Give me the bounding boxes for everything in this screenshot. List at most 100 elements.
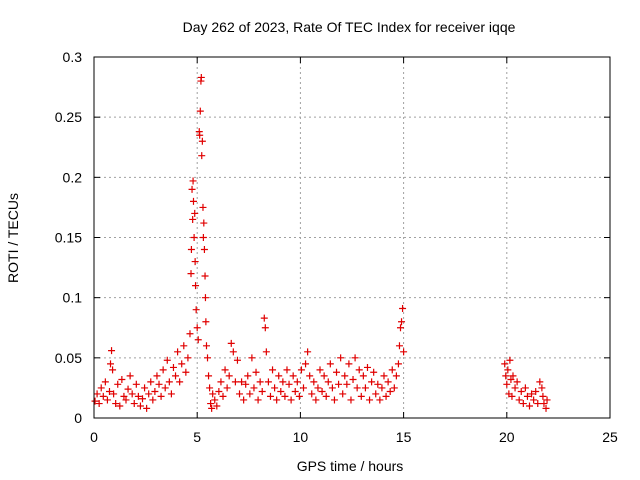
- data-point: [328, 384, 336, 392]
- data-point: [204, 354, 212, 362]
- data-point: [252, 368, 260, 376]
- data-point: [539, 392, 547, 400]
- x-axis: 0 5 10 15 20 25: [90, 57, 618, 445]
- data-point: [151, 388, 159, 396]
- data-point: [169, 363, 177, 371]
- data-point: [186, 330, 194, 338]
- data-point: [517, 388, 525, 396]
- data-point: [382, 392, 390, 400]
- data-point: [528, 390, 536, 398]
- data-point: [178, 360, 186, 368]
- data-point: [227, 339, 235, 347]
- data-point: [182, 368, 190, 376]
- data-point: [515, 396, 523, 404]
- data-point: [536, 378, 544, 386]
- x-axis-label: GPS time / hours: [297, 458, 404, 474]
- data-point: [349, 375, 357, 383]
- data-point: [101, 378, 109, 386]
- data-point: [326, 360, 334, 368]
- data-point: [400, 348, 408, 356]
- data-point: [507, 375, 515, 383]
- data-point: [132, 380, 140, 388]
- data-point: [199, 203, 207, 211]
- data-point: [316, 366, 324, 374]
- data-point: [297, 366, 305, 374]
- data-point: [394, 360, 402, 368]
- data-points: [91, 73, 551, 412]
- data-point: [532, 388, 540, 396]
- data-point: [308, 390, 316, 398]
- y-tick-label: 0.3: [63, 49, 83, 65]
- data-point: [312, 396, 320, 404]
- data-point: [211, 396, 219, 404]
- data-point: [184, 354, 192, 362]
- data-point: [105, 388, 113, 396]
- data-point: [145, 390, 153, 398]
- data-point: [372, 390, 380, 398]
- data-point: [219, 392, 227, 400]
- data-point: [242, 380, 250, 388]
- data-point: [198, 152, 206, 160]
- data-point: [504, 366, 512, 374]
- data-point: [283, 366, 291, 374]
- data-point: [386, 388, 394, 396]
- y-tick-label: 0.1: [63, 290, 83, 306]
- data-point: [130, 400, 138, 408]
- x-tick-label: 5: [193, 429, 201, 445]
- data-point: [99, 392, 107, 400]
- data-point: [361, 384, 369, 392]
- data-point: [513, 378, 521, 386]
- data-point: [330, 396, 338, 404]
- data-point: [542, 404, 550, 412]
- data-point: [191, 209, 199, 217]
- data-point: [526, 402, 534, 410]
- data-point: [279, 378, 287, 386]
- data-point: [353, 384, 361, 392]
- data-point: [318, 388, 326, 396]
- data-point: [509, 372, 517, 380]
- data-point: [174, 348, 182, 356]
- data-point: [339, 390, 347, 398]
- data-point: [291, 388, 299, 396]
- data-point: [159, 366, 167, 374]
- data-point: [136, 402, 144, 410]
- x-tick-label: 15: [396, 429, 412, 445]
- data-point: [302, 360, 310, 368]
- data-point: [506, 356, 514, 364]
- data-point: [167, 390, 175, 398]
- data-point: [538, 384, 546, 392]
- data-point: [363, 363, 371, 371]
- data-point: [190, 234, 198, 241]
- data-point: [333, 368, 341, 376]
- data-point: [502, 372, 510, 380]
- data-point: [295, 392, 303, 400]
- data-point: [264, 378, 272, 386]
- data-point: [193, 324, 201, 332]
- data-point: [197, 73, 205, 81]
- data-point: [143, 404, 151, 412]
- data-point: [128, 390, 136, 398]
- data-point: [200, 246, 208, 254]
- data-point: [269, 366, 277, 374]
- data-point: [503, 380, 511, 388]
- data-point: [126, 372, 134, 380]
- data-point: [202, 342, 210, 350]
- data-point: [355, 366, 363, 374]
- data-point: [347, 396, 355, 404]
- data-point: [324, 378, 332, 386]
- data-point: [341, 372, 349, 380]
- data-point: [221, 366, 229, 374]
- data-point: [390, 384, 398, 392]
- data-point: [192, 282, 200, 290]
- data-point: [134, 392, 142, 400]
- data-point: [213, 402, 221, 410]
- data-point: [530, 396, 538, 404]
- data-point: [157, 392, 165, 400]
- x-tick-label: 20: [499, 429, 515, 445]
- data-point: [250, 384, 258, 392]
- data-point: [110, 390, 118, 398]
- y-axis: 0 0.05 0.1 0.15 0.2 0.25 0.3: [55, 49, 610, 426]
- data-point: [343, 380, 351, 388]
- data-point: [209, 390, 217, 398]
- data-point: [273, 396, 281, 404]
